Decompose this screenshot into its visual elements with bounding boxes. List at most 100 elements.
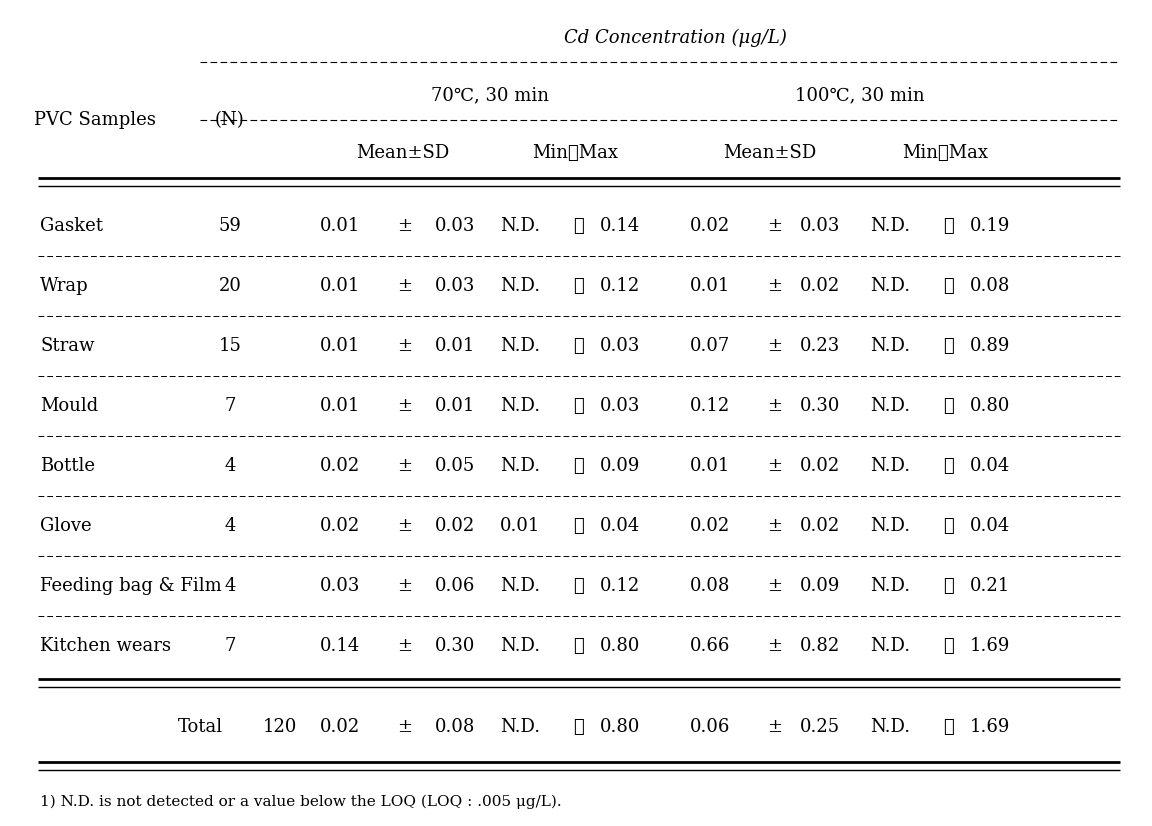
Text: 4: 4 [225, 517, 236, 535]
Text: 0.08: 0.08 [434, 718, 475, 736]
Text: 0.01: 0.01 [320, 217, 361, 235]
Text: N.D.: N.D. [870, 457, 910, 475]
Text: 0.14: 0.14 [320, 637, 361, 655]
Text: Min～Max: Min～Max [532, 144, 617, 162]
Text: 0.82: 0.82 [799, 637, 840, 655]
Text: 0.01: 0.01 [434, 397, 475, 415]
Text: 0.04: 0.04 [600, 517, 641, 535]
Text: 0.05: 0.05 [434, 457, 475, 475]
Text: ～: ～ [573, 718, 583, 736]
Text: N.D.: N.D. [870, 637, 910, 655]
Text: ±: ± [397, 217, 412, 235]
Text: 0.21: 0.21 [970, 577, 1010, 595]
Text: ±: ± [397, 337, 412, 355]
Text: ±: ± [767, 517, 782, 535]
Text: 0.89: 0.89 [970, 337, 1010, 355]
Text: 0.19: 0.19 [970, 217, 1010, 235]
Text: ±: ± [397, 277, 412, 295]
Text: Feeding bag & Film: Feeding bag & Film [40, 577, 221, 595]
Text: ～: ～ [942, 718, 954, 736]
Text: ～: ～ [942, 637, 954, 655]
Text: ～: ～ [942, 217, 954, 235]
Text: ～: ～ [573, 277, 583, 295]
Text: N.D.: N.D. [870, 337, 910, 355]
Text: ±: ± [767, 457, 782, 475]
Text: ～: ～ [573, 217, 583, 235]
Text: 0.66: 0.66 [690, 637, 730, 655]
Text: Straw: Straw [40, 337, 94, 355]
Text: ±: ± [397, 397, 412, 415]
Text: 20: 20 [219, 277, 242, 295]
Text: ±: ± [767, 637, 782, 655]
Text: Gasket: Gasket [40, 217, 103, 235]
Text: N.D.: N.D. [500, 637, 540, 655]
Text: N.D.: N.D. [870, 277, 910, 295]
Text: 0.01: 0.01 [690, 457, 730, 475]
Text: 70℃, 30 min: 70℃, 30 min [431, 86, 550, 104]
Text: 0.03: 0.03 [799, 217, 840, 235]
Text: ±: ± [397, 637, 412, 655]
Text: Mean±SD: Mean±SD [356, 144, 449, 162]
Text: 0.80: 0.80 [600, 718, 641, 736]
Text: 0.12: 0.12 [690, 397, 730, 415]
Text: ～: ～ [942, 517, 954, 535]
Text: Kitchen wears: Kitchen wears [40, 637, 170, 655]
Text: ±: ± [397, 457, 412, 475]
Text: 0.09: 0.09 [799, 577, 840, 595]
Text: 0.04: 0.04 [970, 517, 1010, 535]
Text: 0.02: 0.02 [320, 517, 361, 535]
Text: 0.12: 0.12 [600, 577, 641, 595]
Text: Total: Total [177, 718, 222, 736]
Text: 0.01: 0.01 [500, 517, 540, 535]
Text: N.D.: N.D. [870, 718, 910, 736]
Text: 7: 7 [225, 637, 236, 655]
Text: 15: 15 [219, 337, 242, 355]
Text: 0.03: 0.03 [434, 277, 475, 295]
Text: 0.02: 0.02 [799, 457, 840, 475]
Text: ～: ～ [573, 517, 583, 535]
Text: 0.25: 0.25 [799, 718, 840, 736]
Text: 0.02: 0.02 [434, 517, 475, 535]
Text: ～: ～ [942, 577, 954, 595]
Text: ～: ～ [942, 337, 954, 355]
Text: 0.12: 0.12 [600, 277, 641, 295]
Text: ±: ± [767, 337, 782, 355]
Text: 0.02: 0.02 [320, 718, 361, 736]
Text: 0.09: 0.09 [600, 457, 641, 475]
Text: 0.01: 0.01 [320, 337, 361, 355]
Text: 0.30: 0.30 [434, 637, 475, 655]
Text: 0.01: 0.01 [320, 277, 361, 295]
Text: 0.02: 0.02 [690, 517, 730, 535]
Text: 0.07: 0.07 [690, 337, 730, 355]
Text: N.D.: N.D. [870, 217, 910, 235]
Text: 0.04: 0.04 [970, 457, 1010, 475]
Text: 100℃, 30 min: 100℃, 30 min [795, 86, 925, 104]
Text: N.D.: N.D. [500, 337, 540, 355]
Text: 120: 120 [263, 718, 297, 736]
Text: 0.01: 0.01 [320, 397, 361, 415]
Text: N.D.: N.D. [500, 457, 540, 475]
Text: 4: 4 [225, 457, 236, 475]
Text: 0.80: 0.80 [600, 637, 641, 655]
Text: N.D.: N.D. [500, 217, 540, 235]
Text: Mould: Mould [40, 397, 98, 415]
Text: Wrap: Wrap [40, 277, 89, 295]
Text: ～: ～ [573, 457, 583, 475]
Text: 0.80: 0.80 [970, 397, 1010, 415]
Text: Cd Concentration (μg/L): Cd Concentration (μg/L) [563, 29, 787, 47]
Text: PVC Samples: PVC Samples [35, 111, 156, 129]
Text: 0.06: 0.06 [690, 718, 730, 736]
Text: ±: ± [397, 577, 412, 595]
Text: N.D.: N.D. [870, 577, 910, 595]
Text: Min～Max: Min～Max [902, 144, 988, 162]
Text: ～: ～ [573, 577, 583, 595]
Text: N.D.: N.D. [500, 577, 540, 595]
Text: ～: ～ [942, 457, 954, 475]
Text: ±: ± [767, 277, 782, 295]
Text: 7: 7 [225, 397, 236, 415]
Text: 0.03: 0.03 [434, 217, 475, 235]
Text: 0.14: 0.14 [600, 217, 641, 235]
Text: ±: ± [397, 718, 412, 736]
Text: ±: ± [397, 517, 412, 535]
Text: 0.08: 0.08 [690, 577, 730, 595]
